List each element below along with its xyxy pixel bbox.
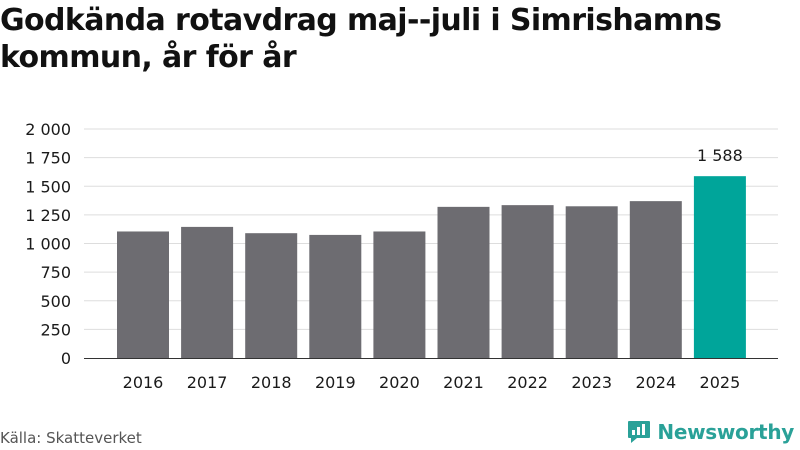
y-tick-label: 0 bbox=[61, 349, 71, 368]
bar-2016 bbox=[117, 231, 169, 358]
y-tick-label: 2 000 bbox=[25, 120, 71, 139]
newsworthy-logo-icon bbox=[628, 421, 651, 443]
x-tick-label: 2019 bbox=[315, 373, 356, 392]
brand-name: Newsworthy bbox=[657, 420, 794, 444]
y-tick-label: 750 bbox=[40, 263, 71, 282]
bar-2025 bbox=[693, 176, 746, 358]
data-labels: 1 588 bbox=[697, 146, 743, 165]
x-tick-label: 2024 bbox=[635, 373, 676, 392]
x-tick-label: 2017 bbox=[187, 373, 228, 392]
y-tick-label: 1 750 bbox=[25, 149, 71, 168]
source-note: Källa: Skatteverket bbox=[0, 429, 142, 447]
y-tick-label: 1 250 bbox=[25, 206, 71, 225]
bar-2023 bbox=[565, 206, 618, 358]
x-tick-label: 2022 bbox=[507, 373, 548, 392]
bar-2017 bbox=[181, 226, 234, 358]
bar-2021 bbox=[437, 206, 490, 358]
bar-2018 bbox=[245, 233, 298, 358]
bar-2022 bbox=[501, 205, 554, 358]
x-tick-label: 2018 bbox=[251, 373, 292, 392]
bar-2019 bbox=[309, 234, 362, 358]
y-tick-label: 1 500 bbox=[25, 177, 71, 196]
x-tick-label: 2025 bbox=[700, 373, 741, 392]
x-tick-label: 2020 bbox=[379, 373, 420, 392]
bar-2020 bbox=[373, 231, 426, 358]
y-tick-label: 500 bbox=[40, 292, 71, 311]
bars bbox=[117, 176, 746, 358]
x-tick-label: 2021 bbox=[443, 373, 484, 392]
chart-title: Godkända rotavdrag maj--juli i Simrisham… bbox=[0, 3, 722, 75]
bar-2024 bbox=[629, 201, 682, 358]
y-axis-tick-labels: 0 250 500 750 1 000 1 250 1 500 1 750 2 000 bbox=[25, 120, 71, 368]
y-tick-label: 1 000 bbox=[25, 235, 71, 254]
brand-logo[interactable]: Newsworthy bbox=[627, 419, 794, 445]
x-tick-label: 2016 bbox=[123, 373, 164, 392]
x-axis-tick-labels: 2016 2017 2018 2019 2020 2021 2022 2023 2024 2025 bbox=[123, 373, 741, 392]
y-tick-label: 250 bbox=[40, 320, 71, 339]
data-label: 1 588 bbox=[697, 146, 743, 165]
x-tick-label: 2023 bbox=[571, 373, 612, 392]
